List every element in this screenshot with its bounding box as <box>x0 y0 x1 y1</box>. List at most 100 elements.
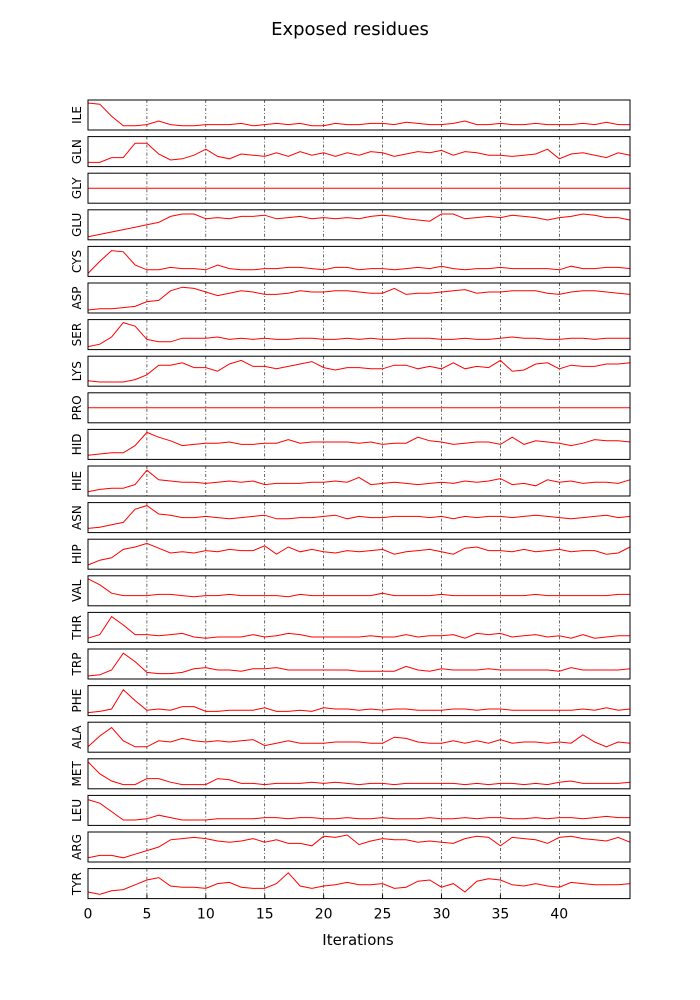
x-axis-title: Iterations <box>322 931 394 949</box>
panel-label: SER <box>70 323 84 347</box>
panel-label: ARG <box>70 834 84 860</box>
panel-label: MET <box>70 760 84 786</box>
series-line-asp <box>87 286 631 311</box>
x-tick-label: 35 <box>491 907 509 923</box>
panel-hie: HIE <box>70 465 631 497</box>
series-line-val <box>87 578 630 598</box>
panel-leu: LEU <box>70 794 631 826</box>
panel-frame <box>87 319 631 351</box>
series-line-trp <box>87 652 631 677</box>
panel-frame <box>87 245 631 277</box>
series-line-ala <box>87 726 631 748</box>
panel-ala: ALA <box>70 721 631 753</box>
panel-label: ASN <box>70 505 84 530</box>
x-tick-label: 40 <box>550 907 568 923</box>
series-line-asn <box>87 505 631 529</box>
panel-frame <box>87 209 631 241</box>
x-tick-label: 10 <box>197 907 215 923</box>
x-tick-label: 20 <box>315 907 333 923</box>
panel-ile: ILE <box>70 99 631 131</box>
series-line-gln <box>88 142 631 163</box>
panel-met: MET <box>70 758 631 790</box>
panel-frame <box>87 685 631 717</box>
panel-pro: PRO <box>70 392 631 424</box>
panel-trp: TRP <box>70 648 631 680</box>
panel-lys: LYS <box>70 355 631 387</box>
panel-arg: ARG <box>70 831 631 863</box>
panel-label: GLY <box>70 177 84 199</box>
series-line-met <box>87 761 631 786</box>
series-line-cys <box>87 250 631 274</box>
panel-val: VAL <box>70 575 631 607</box>
series-line-arg <box>87 834 631 859</box>
panel-label: ASP <box>70 286 84 309</box>
panel-cys: CYS <box>70 245 631 277</box>
panel-frame <box>87 465 631 497</box>
panel-hid: HID <box>70 428 631 460</box>
panel-label: ALA <box>70 725 84 749</box>
panel-label: ILE <box>70 106 84 124</box>
panel-label: GLU <box>70 213 84 237</box>
panel-frame <box>87 794 631 826</box>
x-tick-label: 0 <box>84 907 93 923</box>
panel-frame <box>87 758 631 790</box>
panel-asp: ASP <box>70 282 631 314</box>
series-line-hie <box>87 469 631 493</box>
panel-ser: SER <box>70 319 631 351</box>
panel-frame <box>87 575 631 607</box>
panel-phe: PHE <box>70 685 631 717</box>
panel-label: HIE <box>70 471 84 491</box>
panels-layer: ILE GLN GLY GLU CYS ASP SER LYS PRO HID HIE ASN HIP V… <box>70 99 631 900</box>
panel-hip: HIP <box>70 538 631 570</box>
panel-frame <box>87 99 631 131</box>
x-tick-label: 30 <box>433 907 451 923</box>
series-line-thr <box>87 615 630 639</box>
series-line-leu <box>87 799 630 821</box>
panel-frame <box>87 831 631 863</box>
panel-frame <box>87 355 631 387</box>
panel-label: TYR <box>70 872 84 896</box>
panel-frame <box>87 648 631 680</box>
x-tick-label: 5 <box>142 907 151 923</box>
panel-frame <box>87 428 631 460</box>
series-line-tyr <box>87 872 631 895</box>
panel-frame <box>87 538 631 570</box>
panel-label: CYS <box>70 250 84 273</box>
panel-frame <box>87 502 631 534</box>
series-line-hip <box>87 542 631 566</box>
panel-thr: THR <box>70 611 631 643</box>
panel-frame <box>87 172 631 204</box>
panel-tyr: TYR <box>70 868 631 900</box>
panel-label: LYS <box>70 361 84 381</box>
x-tick-label: 15 <box>256 907 274 923</box>
panel-frame <box>87 721 631 753</box>
chart-title: Exposed residues <box>271 19 429 40</box>
series-line-glu <box>87 213 631 238</box>
panel-frame <box>87 868 631 900</box>
x-axis: 0 5 10 15 20 25 30 35 40 <box>84 894 568 923</box>
panel-label: THR <box>70 615 84 641</box>
panel-label: TRP <box>70 653 84 677</box>
panel-label: PRO <box>70 395 84 420</box>
series-line-phe <box>87 689 631 714</box>
panel-frame <box>87 282 631 314</box>
panel-label: PHE <box>70 689 84 713</box>
series-line-ser <box>87 322 630 348</box>
series-line-hid <box>87 431 631 456</box>
panel-asn: ASN <box>70 502 631 534</box>
panel-label: GLN <box>70 139 84 164</box>
panel-label: HID <box>70 433 84 455</box>
panel-label: VAL <box>70 579 84 602</box>
panel-frame <box>87 611 631 643</box>
panel-label: HIP <box>70 544 84 564</box>
panel-label: LEU <box>70 799 84 822</box>
panel-gln: GLN <box>70 136 631 168</box>
panel-gly: GLY <box>70 172 631 204</box>
panel-frame <box>87 136 631 168</box>
series-line-lys <box>87 359 631 383</box>
panel-glu: GLU <box>70 209 631 241</box>
panel-frame <box>87 392 631 424</box>
series-line-ile <box>87 102 630 127</box>
x-tick-label: 25 <box>374 907 392 923</box>
